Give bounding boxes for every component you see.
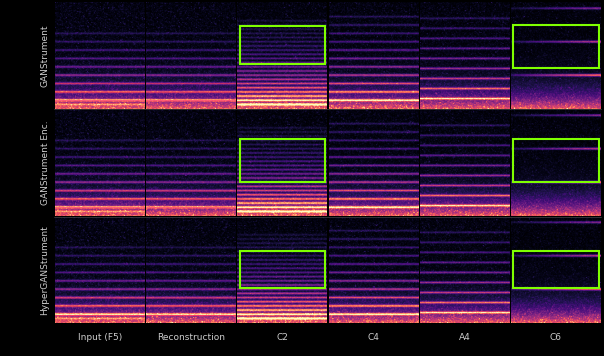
Bar (513, 25, 599, 68)
Text: C2: C2 (276, 333, 288, 342)
Bar (240, 26, 326, 64)
Text: A4: A4 (458, 333, 470, 342)
Bar (240, 139, 326, 182)
Bar (240, 251, 326, 288)
Text: C6: C6 (550, 333, 562, 342)
Bar (513, 251, 599, 288)
Text: Reconstruction: Reconstruction (157, 333, 225, 342)
Text: HyperGANStrument: HyperGANStrument (40, 225, 50, 315)
Bar (513, 139, 599, 182)
Text: C4: C4 (367, 333, 379, 342)
Text: GANStrument Enc.: GANStrument Enc. (40, 121, 50, 205)
Text: GANStrument: GANStrument (40, 24, 50, 87)
Text: Input (F5): Input (F5) (78, 333, 122, 342)
